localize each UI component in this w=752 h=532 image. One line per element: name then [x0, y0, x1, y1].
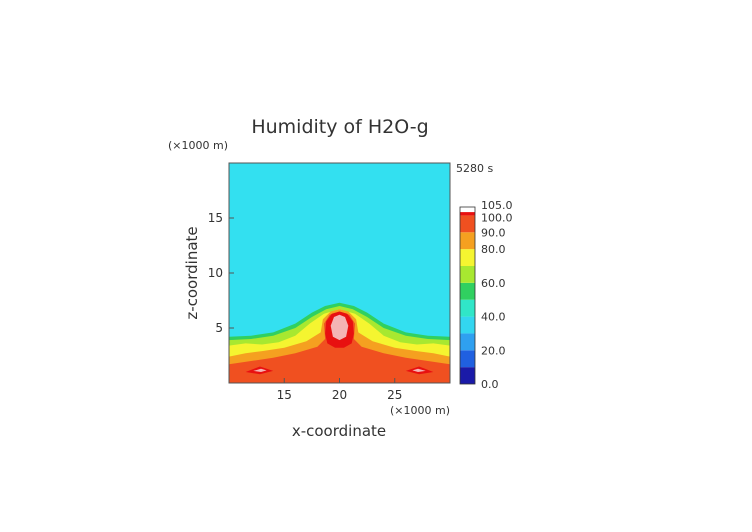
colorbar-level — [460, 282, 475, 300]
colorbar-level — [460, 350, 475, 368]
contour-region-10 — [412, 368, 426, 372]
x-tick-label: 25 — [387, 388, 402, 402]
colorbar-level — [460, 333, 475, 351]
colorbar-tick-label: 105.0 — [481, 199, 513, 212]
colorbar-level — [460, 232, 475, 250]
contour-regions — [229, 302, 450, 383]
colorbar — [459, 206, 476, 385]
y-axis-ticks: 5 10 15 — [208, 211, 234, 335]
y-axis-label: z-coordinate — [183, 226, 201, 319]
colorbar-level — [460, 215, 475, 233]
contour-region-8 — [330, 314, 349, 341]
colorbar-tick-label: 80.0 — [481, 243, 506, 256]
x-axis-label: x-coordinate — [292, 422, 386, 440]
x-axis-ticks: 15 20 25 — [277, 378, 402, 402]
colorbar-level — [460, 212, 475, 216]
y-tick-label: 5 — [215, 321, 223, 335]
colorbar-level — [460, 367, 475, 384]
colorbar-level — [460, 266, 475, 283]
y-tick-label: 15 — [208, 211, 223, 225]
y-unit-label: (×1000 m) — [168, 139, 228, 152]
chart-title: Humidity of H2O-g — [251, 116, 428, 138]
plot-area — [228, 162, 451, 384]
colorbar-frame — [459, 206, 476, 385]
x-unit-label: (×1000 m) — [390, 404, 450, 417]
colorbar-tick-label: 90.0 — [481, 226, 506, 239]
colorbar-tick-label: 40.0 — [481, 311, 506, 324]
colorbar-tick-label: 100.0 — [481, 211, 513, 224]
contour-region-9 — [253, 368, 267, 372]
time-label: 5280 s — [456, 162, 493, 175]
colorbar-tick-label: 60.0 — [481, 277, 506, 290]
colorbar-tick-label: 0.0 — [481, 378, 499, 391]
colorbar-level — [460, 207, 475, 213]
colorbar-level — [460, 249, 475, 266]
y-tick-label: 10 — [208, 266, 223, 280]
x-tick-label: 15 — [277, 388, 292, 402]
x-tick-label: 20 — [332, 388, 347, 402]
colorbar-level — [460, 299, 475, 317]
colorbar-level — [460, 316, 475, 334]
colorbar-tick-label: 20.0 — [481, 344, 506, 357]
